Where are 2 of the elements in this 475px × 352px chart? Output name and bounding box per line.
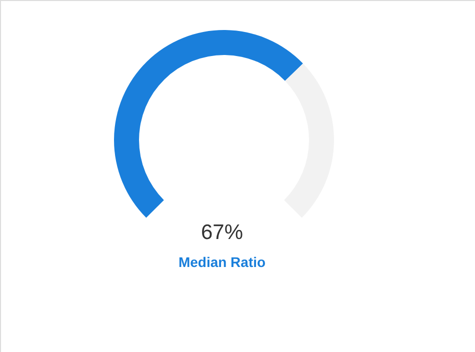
text: Median Ratio	[178, 254, 266, 270]
text: 67%	[200, 221, 244, 244]
